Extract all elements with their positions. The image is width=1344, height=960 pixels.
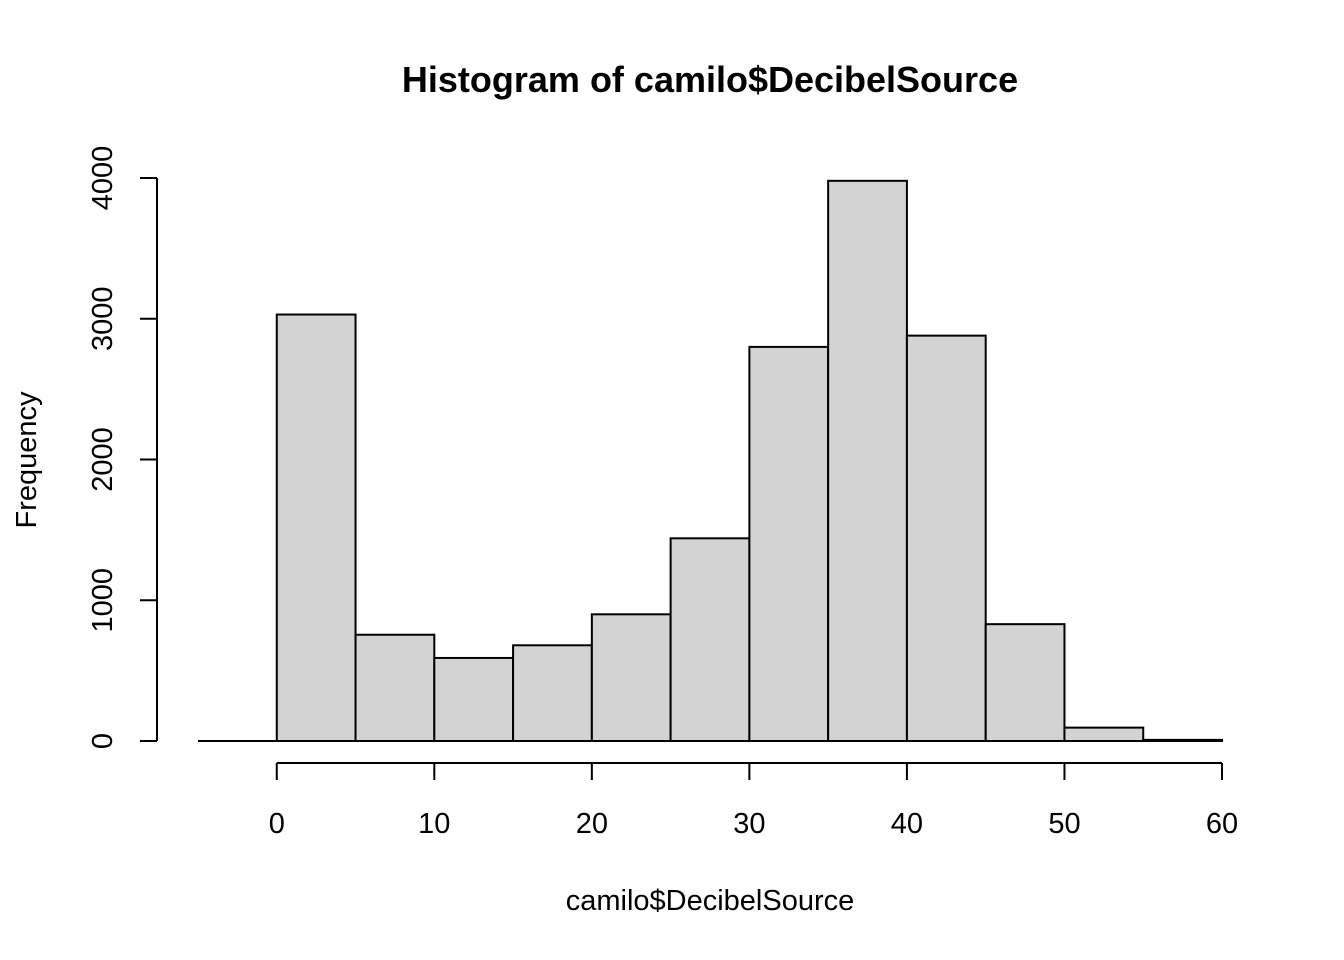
histogram-bar [1063, 726, 1145, 742]
histogram-bar [984, 623, 1066, 742]
histogram-bar [433, 656, 515, 743]
histogram-bar [354, 633, 436, 743]
x-axis: 0 10 20 30 40 50 60 [269, 762, 1238, 840]
histogram-bar [827, 179, 908, 742]
histogram-bar [748, 345, 830, 742]
x-axis-label: camilo$DecibelSource [566, 885, 855, 917]
histogram-bars [198, 179, 1223, 743]
histogram-bar [512, 644, 593, 742]
x-tick-label: 30 [733, 808, 765, 840]
histogram-bar [669, 537, 751, 742]
y-tick-label: 4000 [87, 146, 119, 211]
y-tick-label: 0 [87, 733, 119, 749]
histogram-bar [905, 334, 987, 742]
histogram-bar [275, 313, 357, 742]
y-axis: 0 1000 2000 3000 4000 [87, 146, 158, 749]
x-tick-label: 50 [1048, 808, 1080, 840]
x-tick-label: 40 [891, 808, 923, 840]
y-tick-label: 1000 [87, 568, 119, 633]
x-tick-label: 10 [418, 808, 450, 840]
y-tick-label: 2000 [87, 427, 119, 492]
histogram-bar [590, 613, 672, 743]
chart-title: Histogram of camilo$DecibelSource [402, 59, 1018, 100]
y-tick-label: 3000 [87, 286, 119, 351]
histogram-bar [1142, 738, 1223, 743]
x-tick-label: 20 [576, 808, 608, 840]
x-tick-label: 0 [269, 808, 285, 840]
y-axis-label: Frequency [11, 391, 43, 529]
x-tick-label: 60 [1206, 808, 1238, 840]
